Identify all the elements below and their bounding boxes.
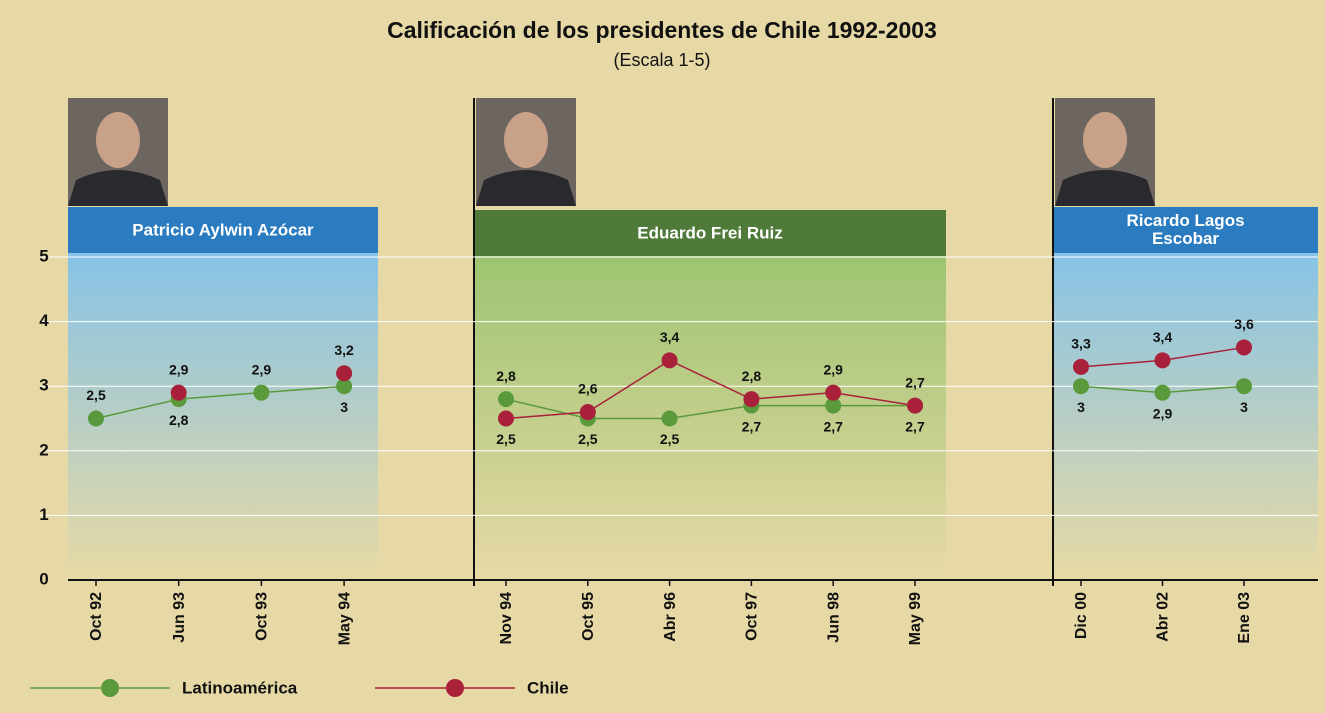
x-tick-label: Abr 96 [662, 592, 679, 642]
series-point [743, 391, 760, 408]
data-label: 2,5 [86, 387, 106, 403]
series-line [505, 359, 916, 420]
data-label: 3,3 [1071, 336, 1091, 352]
data-label: 2,5 [660, 431, 680, 447]
data-label: 3 [1077, 399, 1085, 415]
data-label: 2,7 [823, 418, 843, 434]
data-label: 3 [1240, 399, 1248, 415]
data-label: 3,6 [1234, 316, 1254, 332]
panel-title: Patricio Aylwin Azócar [132, 220, 314, 239]
data-label: 2,9 [252, 361, 272, 377]
series-point [336, 378, 353, 395]
series-point [579, 404, 596, 421]
series-point [336, 365, 353, 382]
y-tick-label: 0 [39, 569, 48, 588]
chart-subtitle: (Escala 1-5) [613, 50, 710, 70]
x-tick-label: Nov 94 [498, 592, 515, 645]
series-point [825, 384, 842, 401]
data-label: 3 [340, 399, 348, 415]
x-tick-label: Dic 00 [1073, 592, 1090, 639]
data-label: 2,8 [496, 368, 516, 384]
series-point [498, 410, 514, 427]
data-label: 2,6 [578, 381, 598, 397]
photo-body [68, 170, 168, 206]
y-tick-label: 2 [39, 440, 48, 459]
x-tick-label: Ene 03 [1236, 592, 1253, 644]
legend-marker [101, 679, 119, 697]
series-point [1073, 358, 1089, 375]
panel-header [474, 210, 946, 256]
series-point [661, 352, 678, 369]
data-label: 2,8 [742, 368, 762, 384]
panel-title: Eduardo Frei Ruiz [637, 223, 782, 242]
panel-header [68, 207, 378, 253]
series-point [1154, 352, 1171, 369]
panel-title: Ricardo Lagos Escobar [1126, 211, 1244, 248]
data-label: 2,9 [1153, 405, 1173, 421]
legend-label: Chile [527, 678, 569, 697]
data-label: 2,5 [578, 431, 598, 447]
x-tick-label: May 99 [907, 592, 924, 645]
panel-header [1053, 207, 1318, 253]
panel [1053, 253, 1318, 576]
x-tick-label: Abr 02 [1155, 592, 1172, 642]
series-point [825, 397, 842, 414]
photo-head [96, 112, 140, 168]
y-tick-label: 5 [39, 246, 48, 265]
data-label: 2,8 [169, 412, 189, 428]
series-point [1154, 384, 1171, 401]
panel [474, 256, 946, 576]
x-tick-label: Oct 97 [744, 592, 761, 641]
series-line [95, 385, 345, 420]
legend-marker [446, 679, 464, 697]
x-tick-label: Oct 95 [580, 592, 597, 641]
series-point [1073, 378, 1089, 395]
series-point [661, 410, 678, 427]
photo-head [1083, 112, 1127, 168]
series-point [1236, 339, 1252, 356]
data-label: 3,4 [1153, 329, 1173, 345]
legend-label: Latinoamérica [182, 678, 298, 697]
series-point [907, 397, 923, 414]
data-label: 2,5 [496, 431, 516, 447]
data-label: 2,7 [905, 418, 925, 434]
y-tick-label: 4 [39, 311, 49, 330]
y-tick-label: 3 [39, 376, 48, 395]
photo-body [476, 170, 576, 206]
series-point [498, 391, 514, 408]
x-tick-label: May 94 [336, 592, 353, 645]
data-label: 2,9 [169, 361, 189, 377]
series-point [170, 384, 187, 401]
data-label: 3,2 [334, 342, 354, 358]
photo-head [504, 112, 548, 168]
photo-body [1055, 170, 1155, 206]
x-tick-label: Oct 92 [88, 592, 105, 641]
panel [68, 253, 378, 576]
chart-title: Calificación de los presidentes de Chile… [387, 17, 937, 43]
series-point [1236, 378, 1252, 395]
x-tick-label: Jun 98 [825, 592, 842, 643]
data-label: 2,9 [823, 361, 843, 377]
x-tick-label: Jun 93 [171, 592, 188, 643]
series-point [253, 384, 270, 401]
data-label: 3,4 [660, 329, 680, 345]
series-line [505, 398, 915, 420]
y-tick-label: 1 [39, 505, 48, 524]
x-tick-label: Oct 93 [254, 592, 271, 641]
data-label: 2,7 [742, 418, 762, 434]
series-point [88, 410, 104, 427]
data-label: 2,7 [905, 374, 925, 390]
